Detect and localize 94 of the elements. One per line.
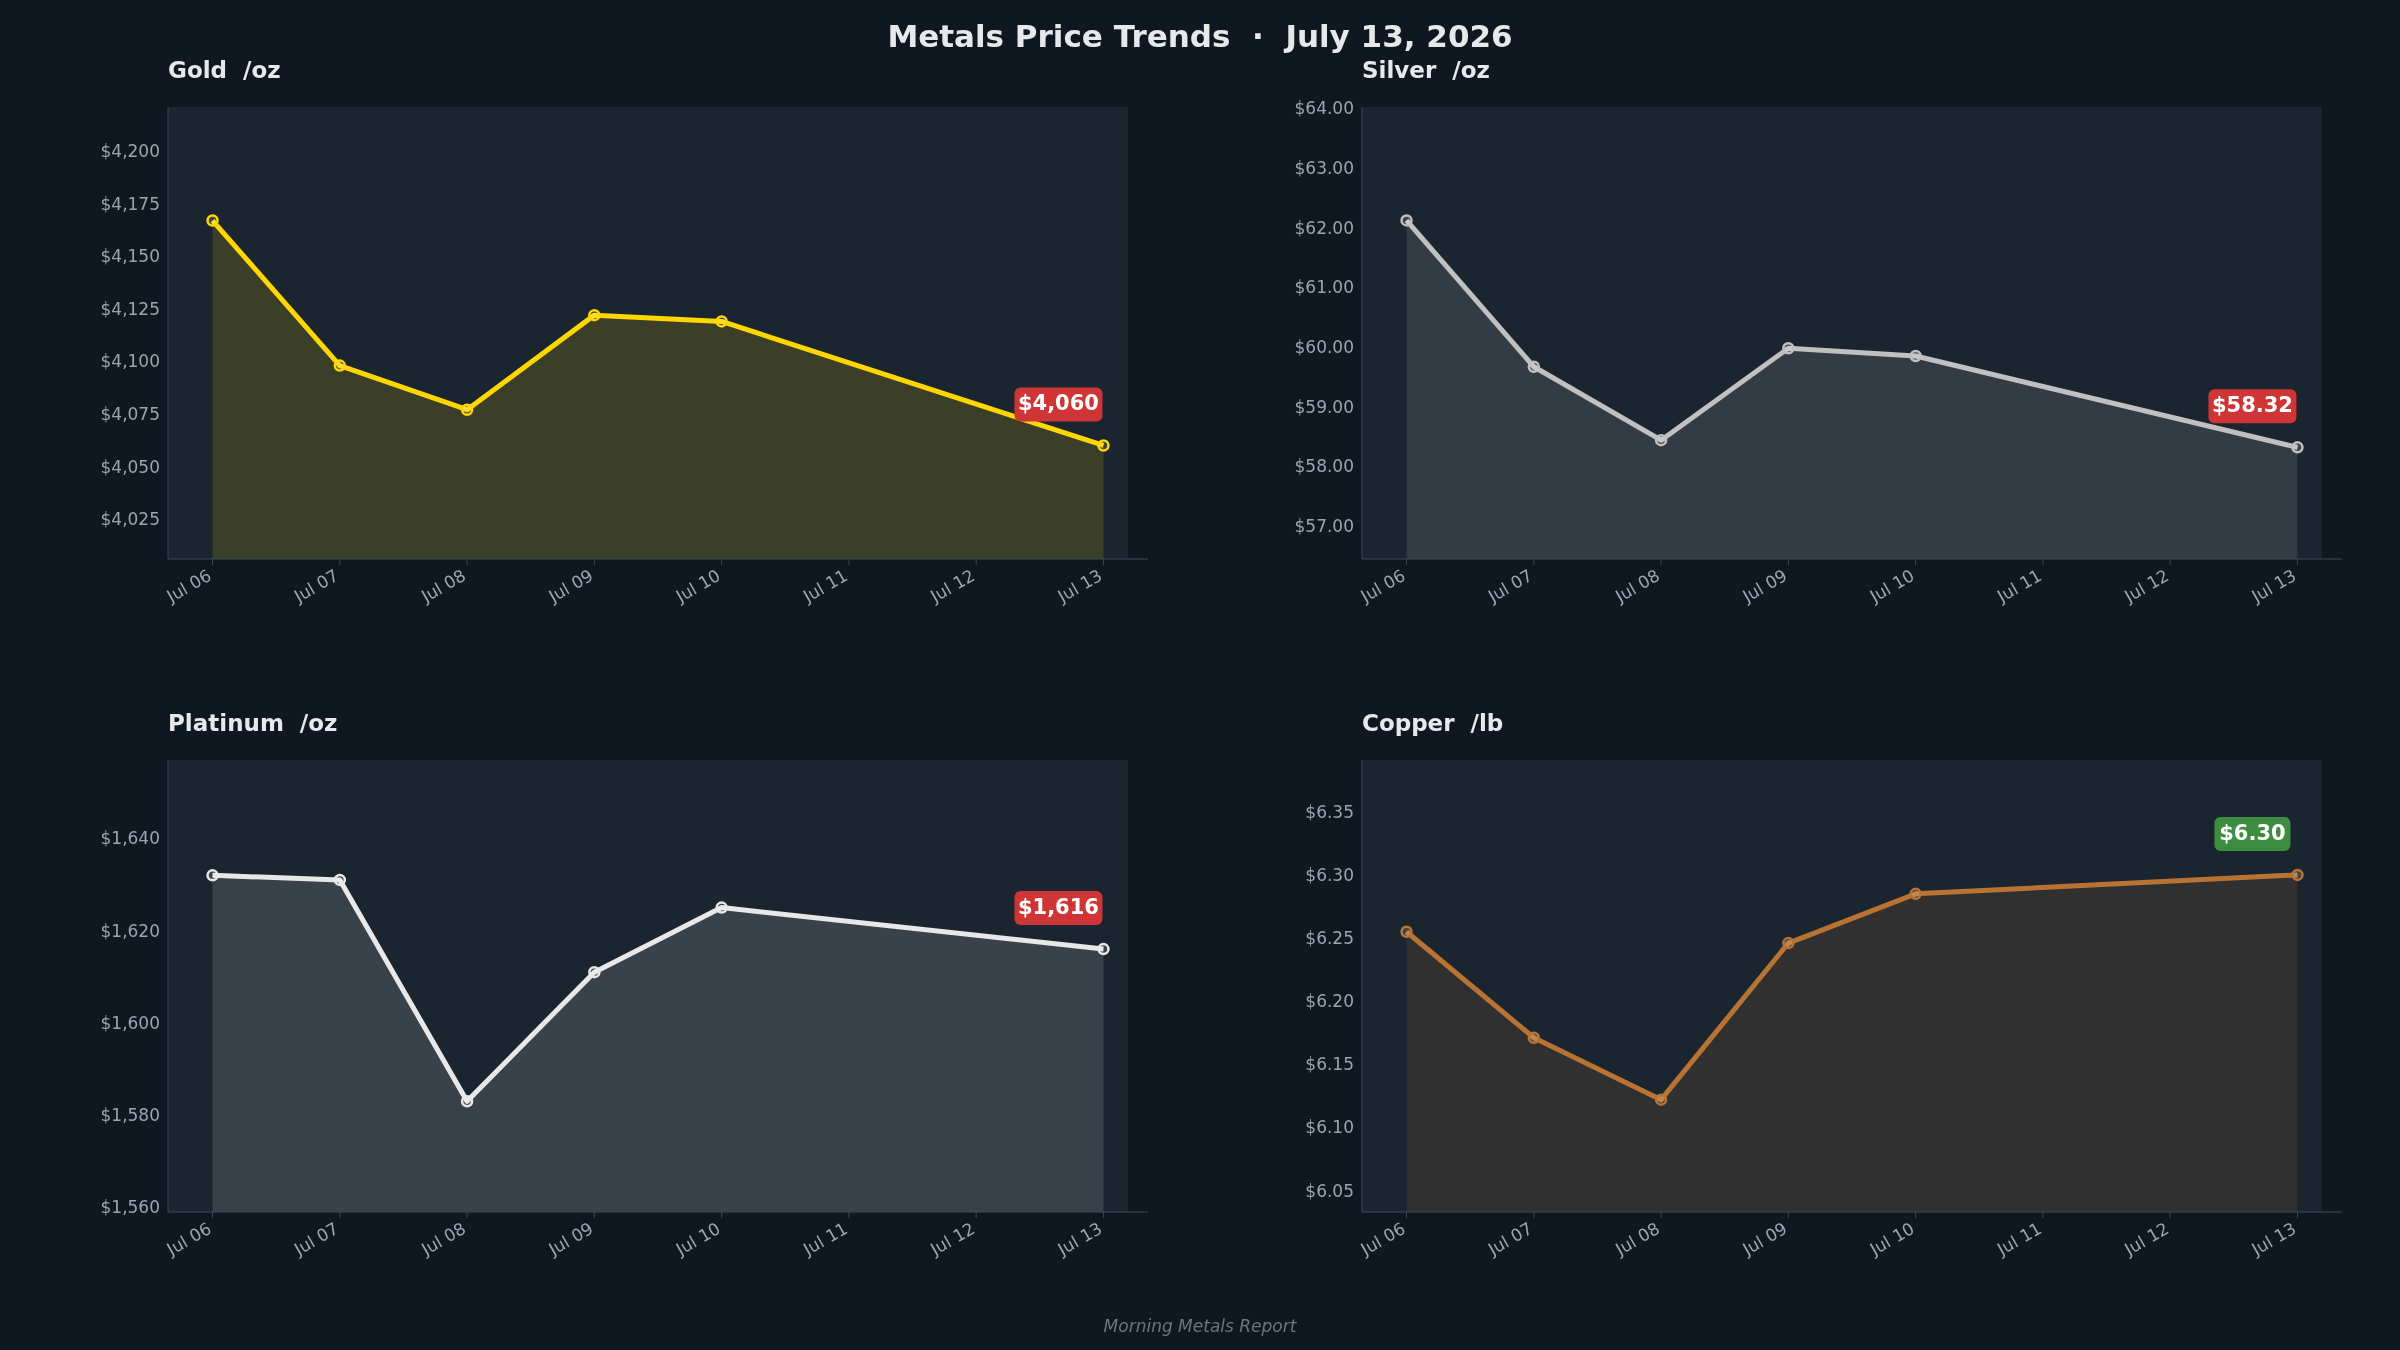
point — [206, 214, 219, 227]
point — [1400, 925, 1413, 938]
chart-title: Gold /oz — [168, 57, 281, 83]
x-tick-label: Jul 06 — [162, 1218, 215, 1260]
y-tick-label: $60.00 — [1294, 337, 1354, 358]
x-tick-label: Jul 11 — [1992, 1218, 2045, 1260]
y-tick-label: $4,175 — [100, 193, 160, 214]
text: Metals Price Trends · July 13, 2026 — [886, 18, 1514, 54]
y-tick-label: $6.20 — [1305, 991, 1354, 1012]
point — [333, 359, 347, 372]
x-tick-label: Jul 06 — [1356, 565, 1409, 607]
y-tick-label: $4,100 — [100, 351, 160, 372]
y-tick-label: $4,200 — [100, 141, 160, 162]
point — [460, 1095, 474, 1108]
x-tick-label: Jul 06 — [1356, 1218, 1409, 1260]
y-tick-label: $4,050 — [100, 456, 160, 477]
point — [1909, 887, 1922, 901]
point — [1782, 936, 1795, 950]
y-tick-label: $63.00 — [1294, 157, 1354, 178]
x-tick-label: Jul 09 — [544, 1218, 597, 1260]
x-tick-label: Jul 12 — [926, 1218, 979, 1260]
y-tick-label: $61.00 — [1294, 277, 1354, 298]
y-tick-label: $6.25 — [1305, 928, 1354, 949]
x-tick-label: Jul 07 — [289, 565, 342, 607]
x-tick-label: Jul 12 — [2120, 565, 2173, 607]
x-tick-label: Jul 11 — [798, 565, 851, 607]
x-tick-label: Jul 10 — [671, 1218, 724, 1260]
x-tick-label: Jul 10 — [1865, 1218, 1918, 1260]
x-tick-label: Jul 10 — [671, 565, 724, 607]
y-tick-label: $1,640 — [100, 828, 160, 849]
x-tick-label: Jul 11 — [1992, 565, 2045, 607]
x-tick-label: Jul 12 — [2120, 1218, 2173, 1260]
y-tick-label: $6.10 — [1305, 1117, 1354, 1138]
y-tick-label: $6.05 — [1305, 1180, 1354, 1201]
x-tick-label: Jul 07 — [289, 1218, 342, 1260]
point — [588, 965, 601, 979]
x-tick-label: Jul 09 — [544, 565, 597, 607]
point — [333, 873, 347, 887]
x-tick-label: Jul 09 — [1738, 565, 1791, 607]
y-tick-label: $4,150 — [100, 246, 160, 267]
y-tick-label: $6.35 — [1305, 801, 1354, 822]
y-tick-label: $4,025 — [100, 509, 160, 530]
point — [588, 308, 601, 322]
point — [1527, 360, 1541, 373]
x-tick-label: Jul 07 — [1483, 1218, 1536, 1260]
y-tick-label: $4,075 — [100, 403, 160, 424]
point — [1527, 1031, 1541, 1045]
x-tick-label: Jul 12 — [926, 565, 979, 607]
point — [460, 403, 474, 416]
point — [1654, 1093, 1668, 1106]
x-tick-label: Jul 11 — [798, 1218, 851, 1260]
y-tick-label: $58.00 — [1294, 456, 1354, 477]
data-label: $4,060 — [1017, 391, 1099, 416]
x-tick-label: Jul 08 — [1611, 1218, 1664, 1260]
data-label: $1,616 — [1017, 895, 1099, 920]
x-tick-label: Jul 09 — [1738, 1218, 1791, 1260]
data-label: $58.32 — [2211, 393, 2293, 418]
chart-title: Platinum /oz — [168, 710, 338, 736]
y-tick-label: $4,125 — [100, 298, 160, 319]
point — [1097, 439, 1110, 452]
point — [206, 869, 219, 882]
point — [2291, 441, 2304, 454]
y-tick-label: $1,600 — [100, 1012, 160, 1033]
point — [715, 901, 728, 914]
text: Morning Metals Report — [1102, 1316, 1298, 1336]
x-tick-label: Jul 13 — [1053, 1218, 1106, 1260]
point — [2291, 868, 2304, 882]
x-tick-label: Jul 08 — [417, 1218, 470, 1260]
x-tick-label: Jul 13 — [2247, 1218, 2300, 1260]
x-tick-label: Jul 06 — [162, 565, 215, 607]
y-tick-label: $1,620 — [100, 920, 160, 941]
x-tick-label: Jul 07 — [1483, 565, 1536, 607]
chart-title: Silver /oz — [1362, 57, 1490, 83]
point — [1909, 349, 1922, 363]
x-tick-label: Jul 08 — [1611, 565, 1664, 607]
y-tick-label: $59.00 — [1294, 396, 1354, 417]
y-tick-label: $62.00 — [1294, 217, 1354, 238]
point — [1782, 341, 1795, 355]
x-tick-label: Jul 10 — [1865, 565, 1918, 607]
point — [1097, 942, 1110, 956]
y-tick-label: $1,580 — [100, 1105, 160, 1126]
y-tick-label: $1,560 — [100, 1197, 160, 1218]
chart-title: Copper /lb — [1362, 710, 1504, 736]
y-tick-label: $57.00 — [1294, 516, 1354, 537]
point — [1654, 433, 1668, 447]
y-tick-label: $64.00 — [1294, 98, 1354, 119]
point — [715, 315, 728, 328]
x-tick-label: Jul 08 — [417, 565, 470, 607]
point — [1400, 214, 1413, 227]
y-tick-label: $6.30 — [1305, 864, 1354, 885]
x-tick-label: Jul 13 — [2247, 565, 2300, 607]
y-tick-label: $6.15 — [1305, 1054, 1354, 1075]
x-tick-label: Jul 13 — [1053, 565, 1106, 607]
data-label: $6.30 — [2219, 820, 2286, 845]
